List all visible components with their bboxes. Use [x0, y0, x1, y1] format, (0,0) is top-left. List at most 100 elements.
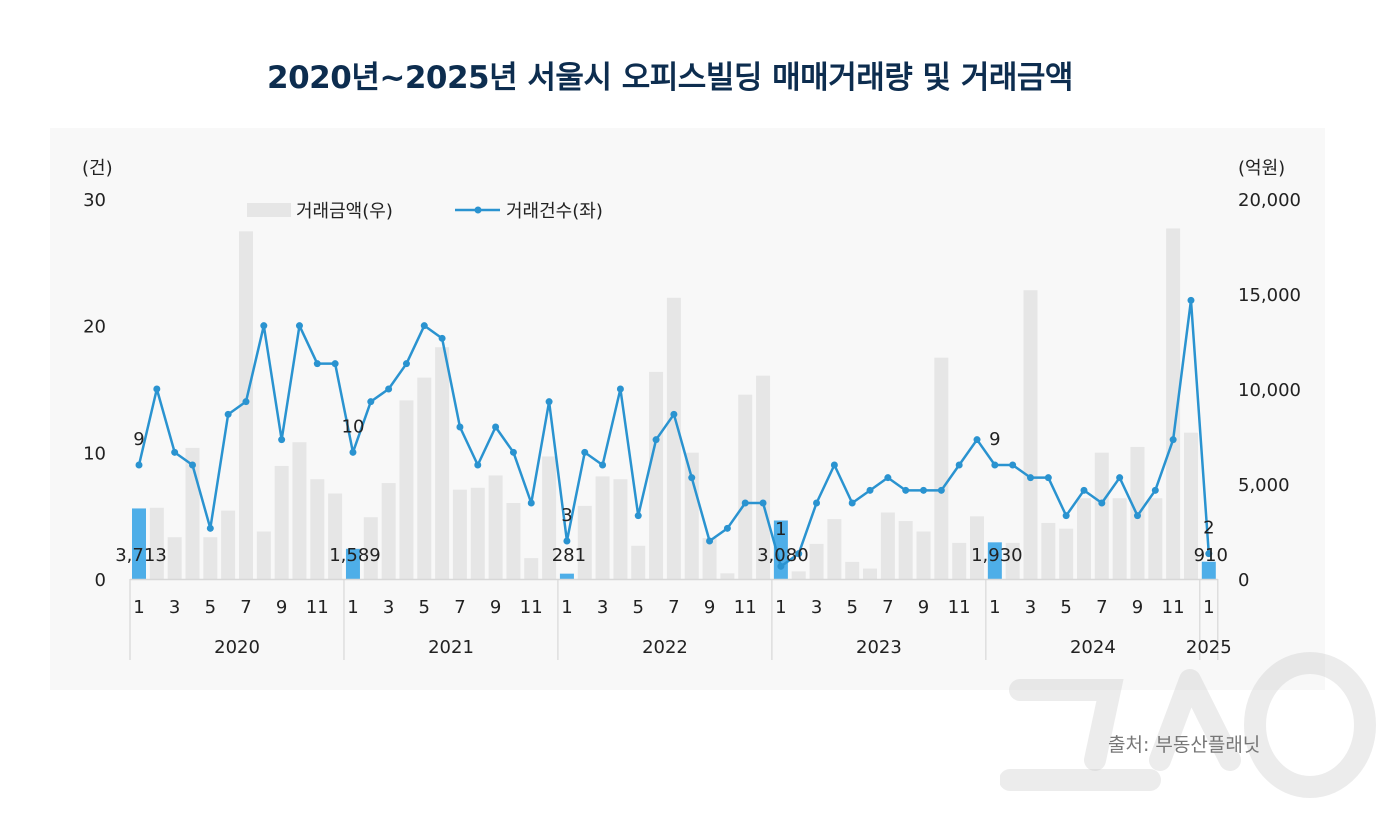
right-axis-tick: 5,000 [1238, 475, 1290, 496]
month-tick-label: 5 [419, 597, 430, 618]
count-point [1080, 486, 1088, 494]
bar-highlight [559, 573, 574, 579]
bar-highlight [1201, 561, 1216, 579]
count-point [741, 499, 749, 507]
bar [1112, 498, 1127, 579]
legend-line-label: 거래건수(좌) [506, 201, 603, 222]
count-point [278, 436, 286, 444]
month-tick-label: 1 [775, 597, 786, 618]
month-tick-label: 7 [882, 597, 893, 618]
right-axis-tick: 0 [1238, 570, 1249, 591]
bar [221, 510, 236, 579]
count-point [1133, 512, 1141, 520]
bar [363, 517, 378, 579]
year-label: 2022 [642, 637, 688, 658]
month-tick-label: 11 [734, 597, 757, 618]
left-axis-tick: 10 [83, 443, 106, 464]
count-point [420, 322, 428, 330]
bar [666, 297, 681, 579]
bar [542, 456, 557, 579]
month-tick-label: 9 [490, 597, 501, 618]
count-point [902, 486, 910, 494]
bar [649, 371, 664, 579]
bar [720, 573, 735, 579]
bar [488, 475, 503, 579]
month-tick-label: 7 [668, 597, 679, 618]
count-point [313, 360, 321, 368]
count-data-label: 9 [133, 429, 144, 450]
count-point [1009, 461, 1017, 469]
count-point [616, 385, 624, 393]
bar [452, 489, 467, 579]
bar [256, 531, 271, 579]
count-point [1098, 499, 1106, 507]
month-tick-label: 7 [1096, 597, 1107, 618]
count-point [545, 398, 553, 406]
count-point [1169, 436, 1177, 444]
left-axis-tick: 30 [83, 190, 106, 211]
month-tick-label: 11 [948, 597, 971, 618]
count-point [153, 385, 161, 393]
month-tick-label: 1 [133, 597, 144, 618]
bar [845, 561, 860, 579]
bar [684, 452, 699, 579]
month-tick-label: 11 [520, 597, 543, 618]
count-point [367, 398, 375, 406]
count-point [171, 448, 179, 456]
count-point [652, 436, 660, 444]
count-point [349, 448, 357, 456]
count-data-label: 1 [775, 519, 786, 540]
source-note: 출처: 부동산플래닛 [1108, 734, 1261, 756]
bar [1041, 522, 1056, 579]
bar [203, 537, 218, 579]
news1-watermark-logo [1000, 652, 1376, 798]
bar [1023, 290, 1038, 579]
bar [970, 516, 985, 579]
bar [1148, 498, 1163, 579]
month-tick-label: 3 [811, 597, 822, 618]
month-tick-label: 3 [169, 597, 180, 618]
bar [898, 521, 913, 579]
count-point [795, 550, 803, 558]
bar [863, 568, 878, 579]
month-tick-label: 5 [846, 597, 857, 618]
legend-bar-swatch [247, 203, 291, 217]
count-point [777, 562, 785, 570]
bar [1076, 498, 1091, 579]
count-point [295, 322, 303, 330]
year-label: 2025 [1186, 637, 1232, 658]
bar [952, 542, 967, 579]
count-point [1116, 474, 1124, 482]
left-axis-unit: (건) [82, 158, 113, 179]
amount-data-label: 1,589 [329, 545, 381, 566]
count-point [759, 499, 767, 507]
right-axis-tick: 10,000 [1238, 380, 1301, 401]
bar [310, 479, 325, 579]
count-point [438, 334, 446, 342]
bar [328, 493, 343, 579]
bar [934, 357, 949, 579]
count-point [1027, 474, 1034, 482]
count-point [955, 461, 963, 469]
count-point [188, 461, 196, 469]
bar [435, 347, 450, 579]
bar [506, 503, 521, 579]
count-point [706, 537, 714, 545]
bar [1005, 542, 1020, 579]
month-tick-label: 1 [561, 597, 572, 618]
count-point [527, 499, 535, 507]
bar [702, 538, 717, 579]
count-point [135, 461, 143, 469]
bar [577, 505, 592, 579]
year-label: 2023 [856, 637, 902, 658]
month-tick-label: 11 [306, 597, 329, 618]
count-point [1205, 550, 1213, 558]
count-point [813, 499, 821, 507]
chart-panel [50, 128, 1325, 690]
bar [399, 400, 414, 579]
month-tick-label: 9 [704, 597, 715, 618]
month-tick-label: 5 [1060, 597, 1071, 618]
bar [595, 476, 610, 579]
amount-data-label: 3,080 [757, 545, 809, 566]
